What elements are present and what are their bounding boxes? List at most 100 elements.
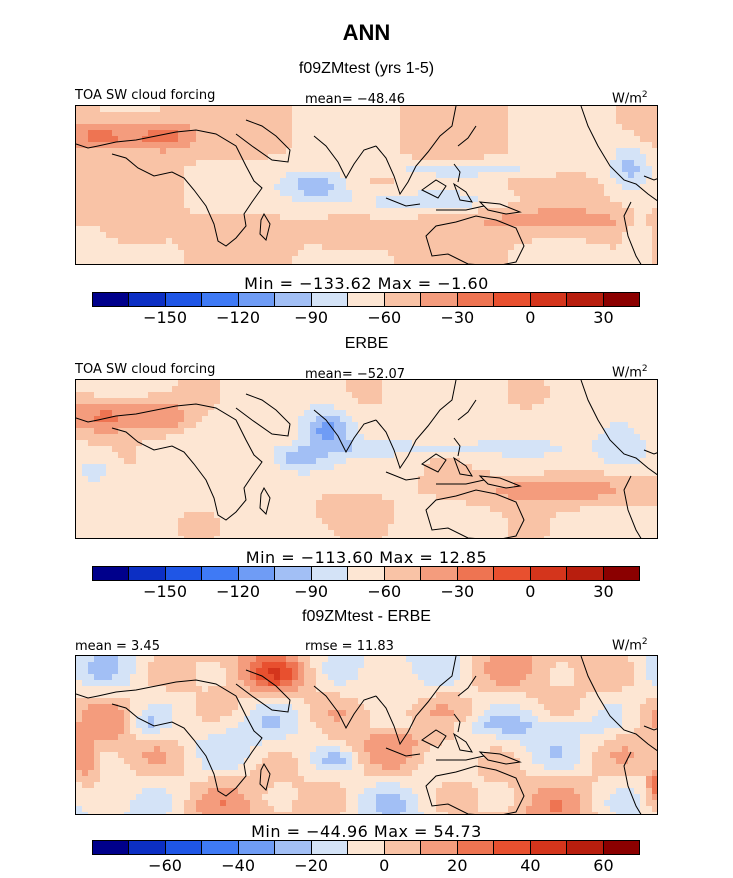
map-cell [442,112,449,119]
map-cell [550,208,557,215]
map-cell [424,482,431,489]
map-cell [190,392,197,399]
map-cell [358,178,365,185]
map-cell [388,458,395,465]
map-cell [490,112,497,119]
map-cell [124,142,131,149]
map-cell [634,482,641,489]
map-cell [370,142,377,149]
map-cell [88,232,95,239]
map-cell [424,250,431,257]
map-cell [514,410,521,417]
map-cell [364,500,371,507]
map-cell [538,232,545,239]
map-cell [178,214,185,221]
map-cell [262,452,269,459]
map-cell [112,130,119,137]
map-cell [190,244,197,251]
map-cell [490,452,497,459]
map-cell [292,214,299,221]
map-cell [556,238,563,245]
map-cell [292,386,299,393]
map-cell [214,154,221,161]
map-cell [160,410,167,417]
map-cell [124,470,131,477]
map-cell [544,172,551,179]
map-cell [100,392,107,399]
map-cell [628,112,635,119]
map-cell [406,256,413,263]
map-cell [538,458,545,465]
map-cell [334,130,341,137]
map-cell [238,220,245,227]
map-cell [532,506,539,513]
map-cell [496,190,503,197]
map-cell [274,118,281,125]
map-cell [412,112,419,119]
map-cell [232,130,239,137]
map-cell [178,440,185,447]
map-cell [292,178,299,185]
map-cell [604,232,611,239]
map-cell [424,386,431,393]
map-cell [262,422,269,429]
map-cell [388,250,395,257]
map-cell [484,202,491,209]
map-cell [238,172,245,179]
map-cell [202,166,209,173]
map-cell [496,494,503,501]
map-cell [88,148,95,155]
map-cell [478,380,485,387]
map-cell [574,208,581,215]
map-cell [640,136,647,143]
map-cell [154,130,161,137]
map-cell [118,142,125,149]
map-cell [130,124,137,131]
map-cell [454,214,461,221]
map-cell [646,380,653,387]
map-cell [244,500,251,507]
map-cell [112,208,119,215]
map-cell [418,464,425,471]
map-cell [316,458,323,465]
map-cell [100,410,107,417]
map-cell [616,452,623,459]
map-cell [154,500,161,507]
map-cell [154,380,161,387]
map-cell [274,142,281,149]
map-cell [550,238,557,245]
map-cell [376,256,383,263]
map-cell [550,226,557,233]
map-cell [328,470,335,477]
map-cell [592,464,599,471]
map-cell [148,398,155,405]
map-cell [640,422,647,429]
map-cell [388,500,395,507]
map-cell [328,380,335,387]
map-cell [508,244,515,251]
map-cell [118,404,125,411]
map-cell [214,428,221,435]
map-cell [436,172,443,179]
coastline [385,197,421,207]
map-cell [496,446,503,453]
map-cell [442,434,449,441]
map-cell [214,208,221,215]
map-cell [574,184,581,191]
map-cell [538,392,545,399]
map-cell [628,398,635,405]
map-cell [304,440,311,447]
map-cell [178,106,185,113]
map-cell [328,398,335,405]
map-cell [370,422,377,429]
map-cell [376,452,383,459]
map-cell [502,226,509,233]
map-cell [310,464,317,471]
map-cell [334,214,341,221]
coastline [436,205,485,211]
map-cell [286,422,293,429]
map-cell [478,440,485,447]
map-cell [82,262,89,264]
map-cell [640,452,647,459]
map-cell [268,416,275,423]
